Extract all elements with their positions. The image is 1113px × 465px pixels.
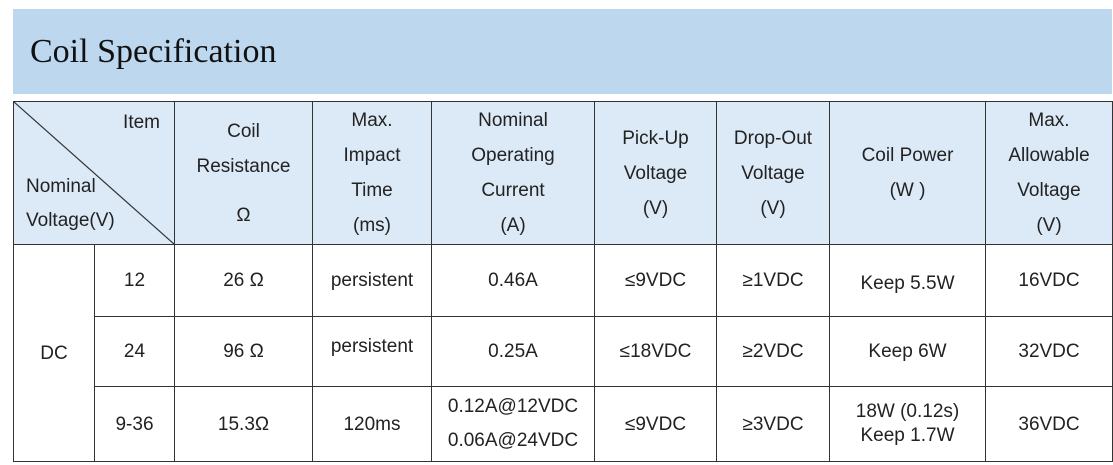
page-title: Coil Specification <box>30 33 277 70</box>
current-cell: 0.46A <box>431 244 595 317</box>
header-line: Coil <box>227 120 260 142</box>
header-line: Nominal <box>478 110 548 131</box>
cell-line: 0.12A@12VDC <box>447 396 579 417</box>
cell-line: 0.06A@24VDC <box>447 430 579 451</box>
pickup-cell: ≤9VDC <box>594 244 717 317</box>
power-cell: Keep 6W <box>829 316 986 387</box>
power-cell: Keep 5.5W <box>829 244 986 317</box>
cell-line: Keep 5.5W <box>860 272 955 294</box>
col-header-operating-current: Nominal Operating Current (A) <box>431 101 595 245</box>
header-line: Max. <box>1028 110 1070 131</box>
voltage-cell: 9-36 <box>94 386 175 462</box>
header-line: (A) <box>500 215 526 236</box>
header-row: Item Nominal Voltage(V) Coil Resistance … <box>13 101 1113 245</box>
col-header-max-voltage: Max. Allowable Voltage (V) <box>985 101 1113 245</box>
dropout-cell: ≥1VDC <box>716 244 830 317</box>
cell-line: 18W (0.12s) <box>855 401 960 422</box>
header-line: Voltage <box>1017 180 1081 201</box>
current-cell: 0.25A <box>431 316 595 387</box>
voltage-cell: 12 <box>94 244 175 317</box>
header-line: Voltage <box>623 162 688 184</box>
current-cell: 0.12A@12VDC 0.06A@24VDC <box>431 386 595 462</box>
impact-cell: persistent <box>312 316 432 387</box>
header-line: (ms) <box>353 215 391 236</box>
header-line: Coil Power <box>861 145 954 166</box>
pickup-cell: ≤18VDC <box>594 316 717 387</box>
max-voltage-cell: 16VDC <box>985 244 1113 317</box>
coil-spec-table: Item Nominal Voltage(V) Coil Resistance … <box>13 101 1113 462</box>
diagonal-divider <box>14 102 174 244</box>
col-header-pickup-voltage: Pick-Up Voltage (V) <box>594 101 717 245</box>
header-line: Ω <box>236 204 251 226</box>
table-row: 24 96 Ω persistent 0.25A ≤18VDC ≥2VDC Ke… <box>14 316 1113 387</box>
dropout-cell: ≥3VDC <box>716 386 830 462</box>
max-voltage-cell: 36VDC <box>985 386 1113 462</box>
header-line: Current <box>481 180 545 201</box>
resistance-cell: 96 Ω <box>174 316 313 387</box>
header-line: Impact <box>343 145 401 166</box>
impact-cell: persistent <box>312 244 432 317</box>
header-line: (V) <box>760 197 786 219</box>
header-line: Pick-Up <box>622 127 689 149</box>
header-line: Max. <box>351 110 393 131</box>
col-header-coil-power: Coil Power (W ) <box>829 101 986 245</box>
cell-line: Keep 1.7W <box>860 425 955 446</box>
header-line: (W ) <box>889 180 926 201</box>
header-line: (V) <box>1036 215 1062 236</box>
corner-header-cell: Item Nominal Voltage(V) <box>13 101 175 245</box>
cell-line: Keep 6W <box>868 340 947 362</box>
cell-line: 0.46A <box>488 269 538 291</box>
col-header-impact-time: Max. Impact Time (ms) <box>312 101 432 245</box>
voltage-cell: 24 <box>94 316 175 387</box>
type-cell: DC <box>13 244 95 462</box>
header-line: (V) <box>642 197 669 219</box>
power-cell: 18W (0.12s) Keep 1.7W <box>829 386 986 462</box>
resistance-cell: 15.3Ω <box>174 386 313 462</box>
resistance-cell: 26 Ω <box>174 244 313 317</box>
nominal-label-line: Voltage(V) <box>26 210 115 231</box>
col-header-resistance: Coil Resistance Ω <box>174 101 313 245</box>
nominal-label-line: Nominal <box>26 176 96 197</box>
header-line: Voltage <box>741 162 805 184</box>
dropout-cell: ≥2VDC <box>716 316 830 387</box>
pickup-cell: ≤9VDC <box>594 386 717 462</box>
header-line: Time <box>351 180 393 201</box>
header-line: Operating <box>471 145 555 166</box>
header-line: Allowable <box>1008 145 1090 166</box>
header-line: Resistance <box>196 155 291 177</box>
impact-cell: 120ms <box>312 386 432 462</box>
table-row: 9-36 15.3Ω 120ms 0.12A@12VDC 0.06A@24VDC… <box>14 386 1113 462</box>
header-line: Drop-Out <box>733 127 813 149</box>
cell-line: 0.25A <box>488 340 538 362</box>
title-banner: Coil Specification <box>13 9 1112 94</box>
col-header-dropout-voltage: Drop-Out Voltage (V) <box>716 101 830 245</box>
table-row: DC 12 26 Ω persistent 0.46A ≤9VDC ≥1VDC … <box>13 244 1113 462</box>
nominal-voltage-label: Nominal Voltage(V) <box>26 170 115 238</box>
max-voltage-cell: 32VDC <box>985 316 1113 387</box>
item-label: Item <box>123 112 160 133</box>
